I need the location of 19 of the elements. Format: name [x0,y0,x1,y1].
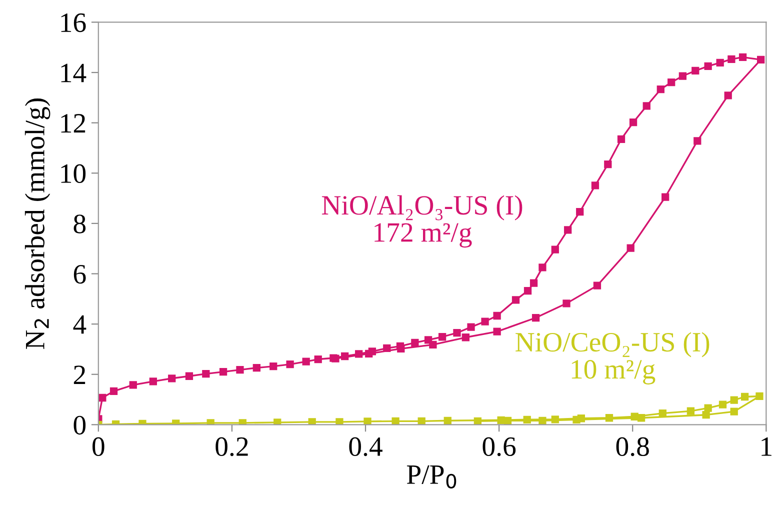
x-tick-label: 0 [92,437,104,456]
y-tick-label: 12 [61,114,86,132]
y-tick-label: 16 [61,13,86,32]
x-axis-title: P/P$_{0}$ [406,465,456,489]
x-tick-label: 1 [762,437,772,456]
y-tick-label: 14 [61,64,86,82]
y-axis-title: N$_{2}$ adsorbed (mmol/g) [24,98,50,350]
x-tick-label: 0.6 [482,437,516,456]
y-tick-label: 10 [61,164,86,184]
y-tick-label: 8 [74,214,86,234]
series-label: NiO/CeO₂-US (I) 10 m²/g [516,332,710,384]
x-tick-label: 0.8 [616,437,649,456]
y-tick-label: 4 [73,315,86,334]
x-tick-label: 0.2 [216,437,248,456]
series-label: NiO/Al₂O₃-US (I) 172 m²/g [322,195,522,248]
x-tick-label: 0.4 [349,437,382,456]
y-tick-label: 6 [74,264,86,284]
y-tick-label: 0 [74,416,86,435]
y-tick-label: 2 [74,366,86,384]
